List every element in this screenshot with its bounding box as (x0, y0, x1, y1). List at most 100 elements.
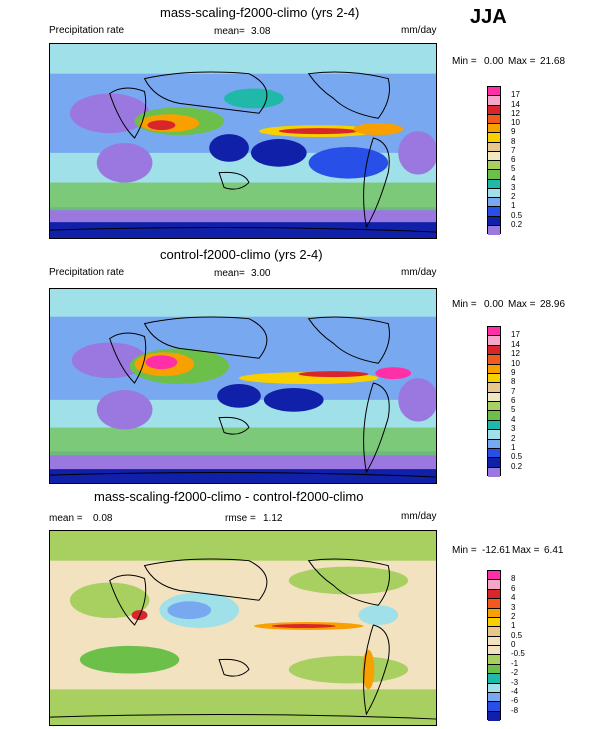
panel-3-min-value: -12.61 (482, 545, 511, 556)
colorbar-swatch (488, 364, 500, 374)
colorbar-tick-label: 12 (511, 108, 520, 118)
colorbar-swatch (488, 664, 500, 675)
panel-1-variable-label: Precipitation rate (49, 25, 125, 36)
panel-3-max-label: Max = (512, 545, 540, 556)
panel-3-map-graphic (50, 531, 436, 725)
colorbar-tick-label: 0.5 (511, 452, 523, 462)
panel-1-max-value: 21.68 (540, 56, 566, 67)
colorbar-swatch (488, 439, 500, 449)
colorbar-tick-label: -8 (511, 705, 519, 715)
colorbar-tick-label: 0.2 (511, 461, 523, 471)
colorbar-tick-label: 2 (511, 433, 516, 443)
colorbar-tick-label: 1 (511, 201, 516, 211)
colorbar-swatch (488, 161, 500, 171)
colorbar-tick-label: 4 (511, 593, 516, 603)
colorbar-swatch (488, 96, 500, 106)
colorbar-swatch (488, 114, 500, 124)
panel-1-mean-label: mean= (214, 26, 245, 37)
colorbar-tick-label: -3 (511, 677, 519, 687)
colorbar-swatch (488, 355, 500, 365)
panel-2-variable-label: Precipitation rate (49, 267, 125, 278)
panel-1-colorbar (487, 86, 501, 235)
colorbar-swatch (488, 599, 500, 609)
colorbar-swatch (488, 170, 500, 180)
colorbar-swatch (488, 411, 500, 421)
panel-3-mean-value: 0.08 (93, 513, 113, 524)
panel-1-max-label: Max = (508, 56, 536, 67)
colorbar-tick-label: 14 (511, 99, 520, 109)
panel-2-map-graphic (50, 289, 436, 483)
colorbar-swatch (488, 674, 500, 684)
colorbar-tick-label: 17 (511, 330, 520, 340)
panel-3-min-label: Min = (452, 545, 477, 556)
panel-1-min-value: 0.00 (484, 56, 504, 67)
colorbar-swatch (488, 345, 500, 356)
panel-2-colorbar (487, 326, 501, 477)
panel-3-rmse-value: 1.12 (263, 513, 283, 524)
panel-3-title: mass-scaling-f2000-climo - control-f2000… (94, 489, 364, 504)
colorbar-swatch (488, 198, 500, 208)
colorbar-tick-label: 10 (511, 358, 520, 368)
colorbar-swatch (488, 458, 500, 468)
panel-2-min-label: Min = (452, 299, 477, 310)
colorbar-tick-label: 9 (511, 367, 516, 377)
panel-3-map (49, 530, 437, 726)
colorbar-tick-label: 6 (511, 583, 516, 593)
panel-2-title: control-f2000-climo (yrs 2-4) (160, 247, 323, 262)
colorbar-swatch (488, 179, 500, 189)
panel-3-units: mm/day (401, 511, 437, 522)
colorbar-tick-label: 10 (511, 118, 520, 127)
colorbar-swatch (488, 683, 500, 693)
colorbar-swatch (488, 430, 500, 440)
colorbar-tick-label: 14 (511, 339, 520, 349)
colorbar-swatch (488, 87, 500, 97)
colorbar-swatch (488, 589, 500, 600)
season-label: JJA (470, 6, 507, 28)
colorbar-tick-label: -0.5 (511, 649, 525, 659)
colorbar-tick-label: 8 (511, 377, 516, 387)
colorbar-tick-label: 0.2 (511, 219, 523, 229)
colorbar-tick-label: 2 (511, 192, 516, 201)
colorbar-tick-label: 2 (511, 611, 516, 621)
colorbar-swatch (488, 124, 500, 134)
colorbar-swatch (488, 336, 500, 346)
colorbar-tick-label: 1 (511, 442, 516, 452)
colorbar-swatch (488, 636, 500, 646)
panel-2-max-value: 28.96 (540, 299, 566, 310)
panel-1-units: mm/day (401, 25, 437, 36)
colorbar-swatch (488, 383, 500, 393)
colorbar-tick-label: 17 (511, 90, 520, 100)
colorbar-tick-label: 3 (511, 602, 516, 612)
colorbar-swatch (488, 448, 500, 459)
colorbar-swatch (488, 207, 500, 217)
colorbar-swatch (488, 133, 500, 143)
colorbar-swatch (488, 402, 500, 412)
colorbar-swatch (488, 608, 500, 618)
colorbar-tick-label: 6 (511, 155, 516, 164)
colorbar-tick-label: 5 (511, 164, 516, 174)
colorbar-swatch (488, 711, 500, 721)
colorbar-swatch (488, 327, 500, 337)
panel-1-mean-value: 3.08 (251, 26, 271, 37)
panel-1-min-label: Min = (452, 56, 477, 67)
colorbar-swatch (488, 105, 500, 115)
colorbar-tick-label: 9 (511, 127, 516, 137)
panel-2-mean-value: 3.00 (251, 268, 271, 279)
colorbar-tick-label: -6 (511, 696, 519, 706)
panel-1-title: mass-scaling-f2000-climo (yrs 2-4) (160, 5, 360, 20)
colorbar-tick-label: 8 (511, 136, 516, 146)
colorbar-tick-label: 1 (511, 621, 516, 631)
colorbar-tick-label: -4 (511, 686, 519, 696)
colorbar-tick-label: 5 (511, 405, 516, 415)
colorbar-tick-label: 4 (511, 414, 516, 424)
colorbar-swatch (488, 580, 500, 590)
panel-1-map (49, 43, 437, 239)
colorbar-swatch (488, 392, 500, 402)
colorbar-tick-label: 0 (511, 640, 516, 649)
colorbar-swatch (488, 151, 500, 161)
panel-1-map-graphic (50, 44, 436, 238)
colorbar-swatch (488, 702, 500, 712)
colorbar-tick-label: 3 (511, 424, 516, 434)
colorbar-swatch (488, 617, 500, 628)
colorbar-tick-label: 12 (511, 349, 520, 359)
